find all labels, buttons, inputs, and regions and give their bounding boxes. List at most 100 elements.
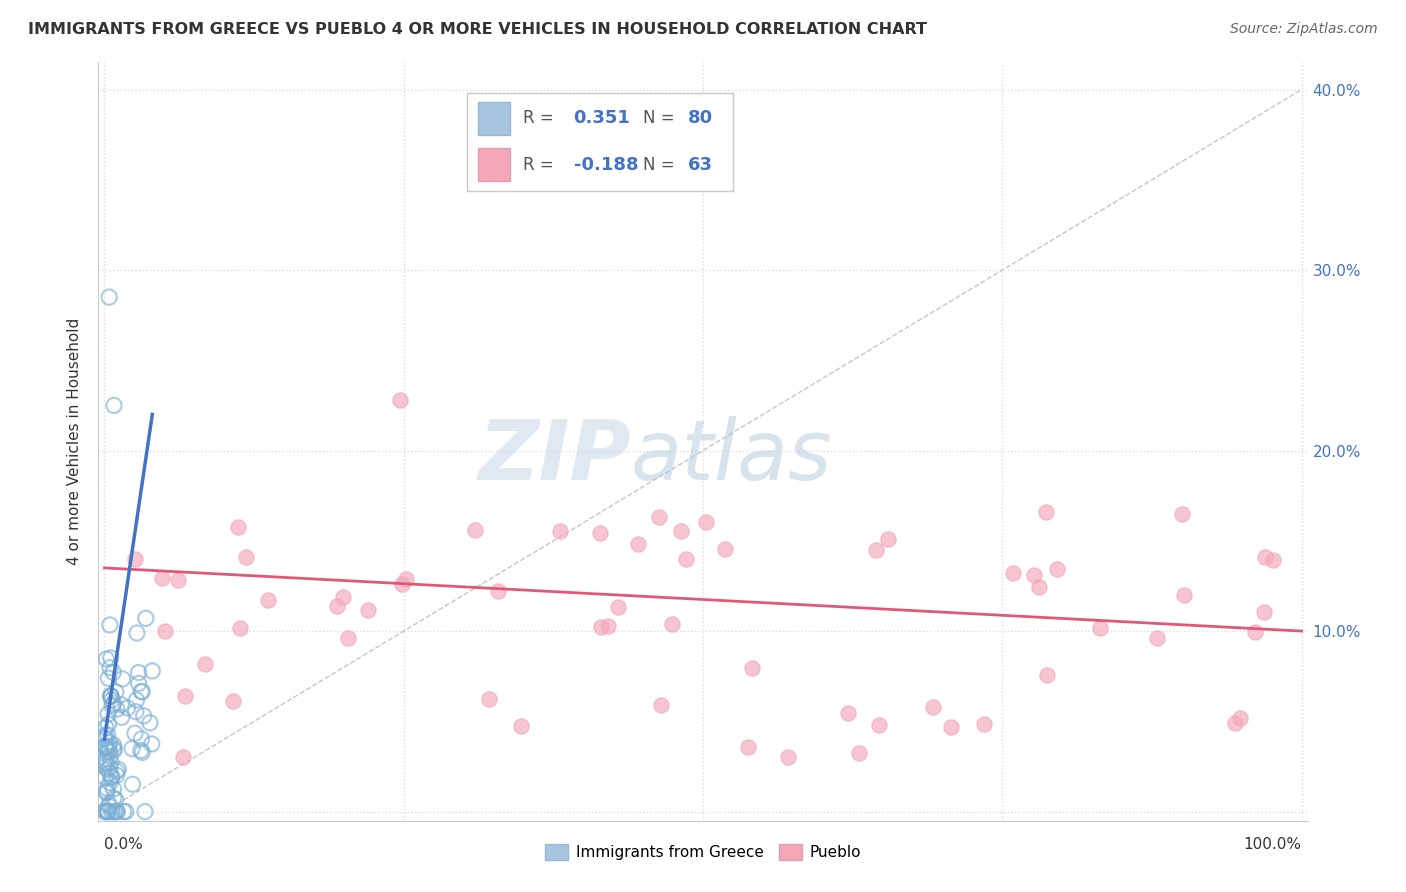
Point (100, 755, 122, 769)
Point (1223, 716, 1246, 731)
Point (97, 805, 120, 819)
Point (115, 805, 138, 819)
Point (336, 631, 359, 645)
Point (128, 665, 150, 680)
Point (877, 532, 900, 546)
Point (96, 784, 118, 798)
Point (98, 660, 121, 674)
Point (1024, 568, 1046, 582)
Point (103, 665, 125, 680)
Point (97, 717, 120, 731)
Point (96, 781, 118, 796)
Point (94, 805, 117, 819)
Point (741, 661, 763, 675)
Point (589, 525, 612, 540)
Point (837, 706, 859, 721)
Point (107, 762, 129, 776)
Point (510, 719, 533, 733)
Point (596, 619, 619, 633)
Point (591, 620, 613, 634)
Point (1088, 621, 1111, 635)
Point (675, 551, 697, 566)
Point (868, 718, 890, 732)
Point (131, 684, 153, 698)
Point (155, 624, 177, 638)
Point (648, 510, 671, 524)
Point (921, 700, 943, 714)
Point (661, 616, 683, 631)
Point (93, 804, 115, 818)
Point (1001, 566, 1024, 580)
Point (848, 746, 870, 760)
Point (111, 710, 134, 724)
Point (737, 739, 759, 754)
Text: IMMIGRANTS FROM GREECE VS PUEBLO 4 OR MORE VEHICLES IN HOUSEHOLD CORRELATION CHA: IMMIGRANTS FROM GREECE VS PUEBLO 4 OR MO… (28, 22, 927, 37)
Point (128, 676, 150, 690)
Point (97, 671, 120, 685)
Point (105, 768, 128, 782)
Point (141, 737, 163, 751)
Point (101, 698, 124, 713)
Point (173, 689, 195, 703)
Point (97, 805, 120, 819)
Point (464, 523, 486, 537)
Point (1173, 588, 1195, 602)
Point (606, 599, 628, 614)
Point (94, 739, 117, 754)
Point (100, 771, 122, 785)
Point (98, 760, 121, 774)
Point (98, 290, 121, 304)
Point (627, 537, 650, 551)
Point (98, 797, 121, 812)
Point (865, 542, 887, 557)
Point (94, 771, 117, 785)
Point (332, 590, 354, 604)
Point (776, 750, 799, 764)
Point (172, 750, 194, 764)
Point (103, 399, 125, 413)
Point (1244, 624, 1267, 639)
Point (98, 765, 121, 780)
Point (103, 696, 125, 710)
Point (973, 717, 995, 731)
Point (98, 799, 121, 814)
Point (131, 731, 153, 746)
Point (1035, 505, 1057, 519)
Point (96, 744, 118, 758)
Point (713, 541, 735, 556)
Point (125, 693, 148, 707)
Point (96, 786, 118, 800)
Point (129, 743, 152, 757)
Text: atlas: atlas (630, 417, 832, 497)
Point (94, 739, 117, 754)
Point (100, 689, 122, 703)
Point (105, 702, 128, 716)
Point (1028, 581, 1050, 595)
Point (105, 805, 128, 819)
Point (117, 701, 139, 715)
Point (124, 726, 146, 740)
Point (194, 657, 217, 672)
Text: 100.0%: 100.0% (1243, 838, 1302, 853)
Point (125, 626, 148, 640)
Point (389, 392, 412, 407)
Point (1229, 711, 1251, 725)
Point (1253, 605, 1275, 619)
Point (103, 743, 125, 757)
Point (100, 805, 122, 819)
Point (94, 721, 117, 735)
Y-axis label: 4 or more Vehicles in Household: 4 or more Vehicles in Household (67, 318, 83, 566)
Point (103, 781, 125, 796)
Point (98, 618, 121, 632)
Point (101, 770, 124, 784)
Point (121, 777, 143, 791)
Point (100, 689, 122, 703)
Point (1046, 562, 1069, 576)
Point (129, 684, 152, 698)
Point (695, 515, 717, 529)
Point (135, 611, 157, 625)
Point (669, 524, 692, 539)
Legend: Immigrants from Greece, Pueblo: Immigrants from Greece, Pueblo (538, 838, 868, 866)
Point (357, 603, 380, 617)
Point (226, 519, 249, 533)
